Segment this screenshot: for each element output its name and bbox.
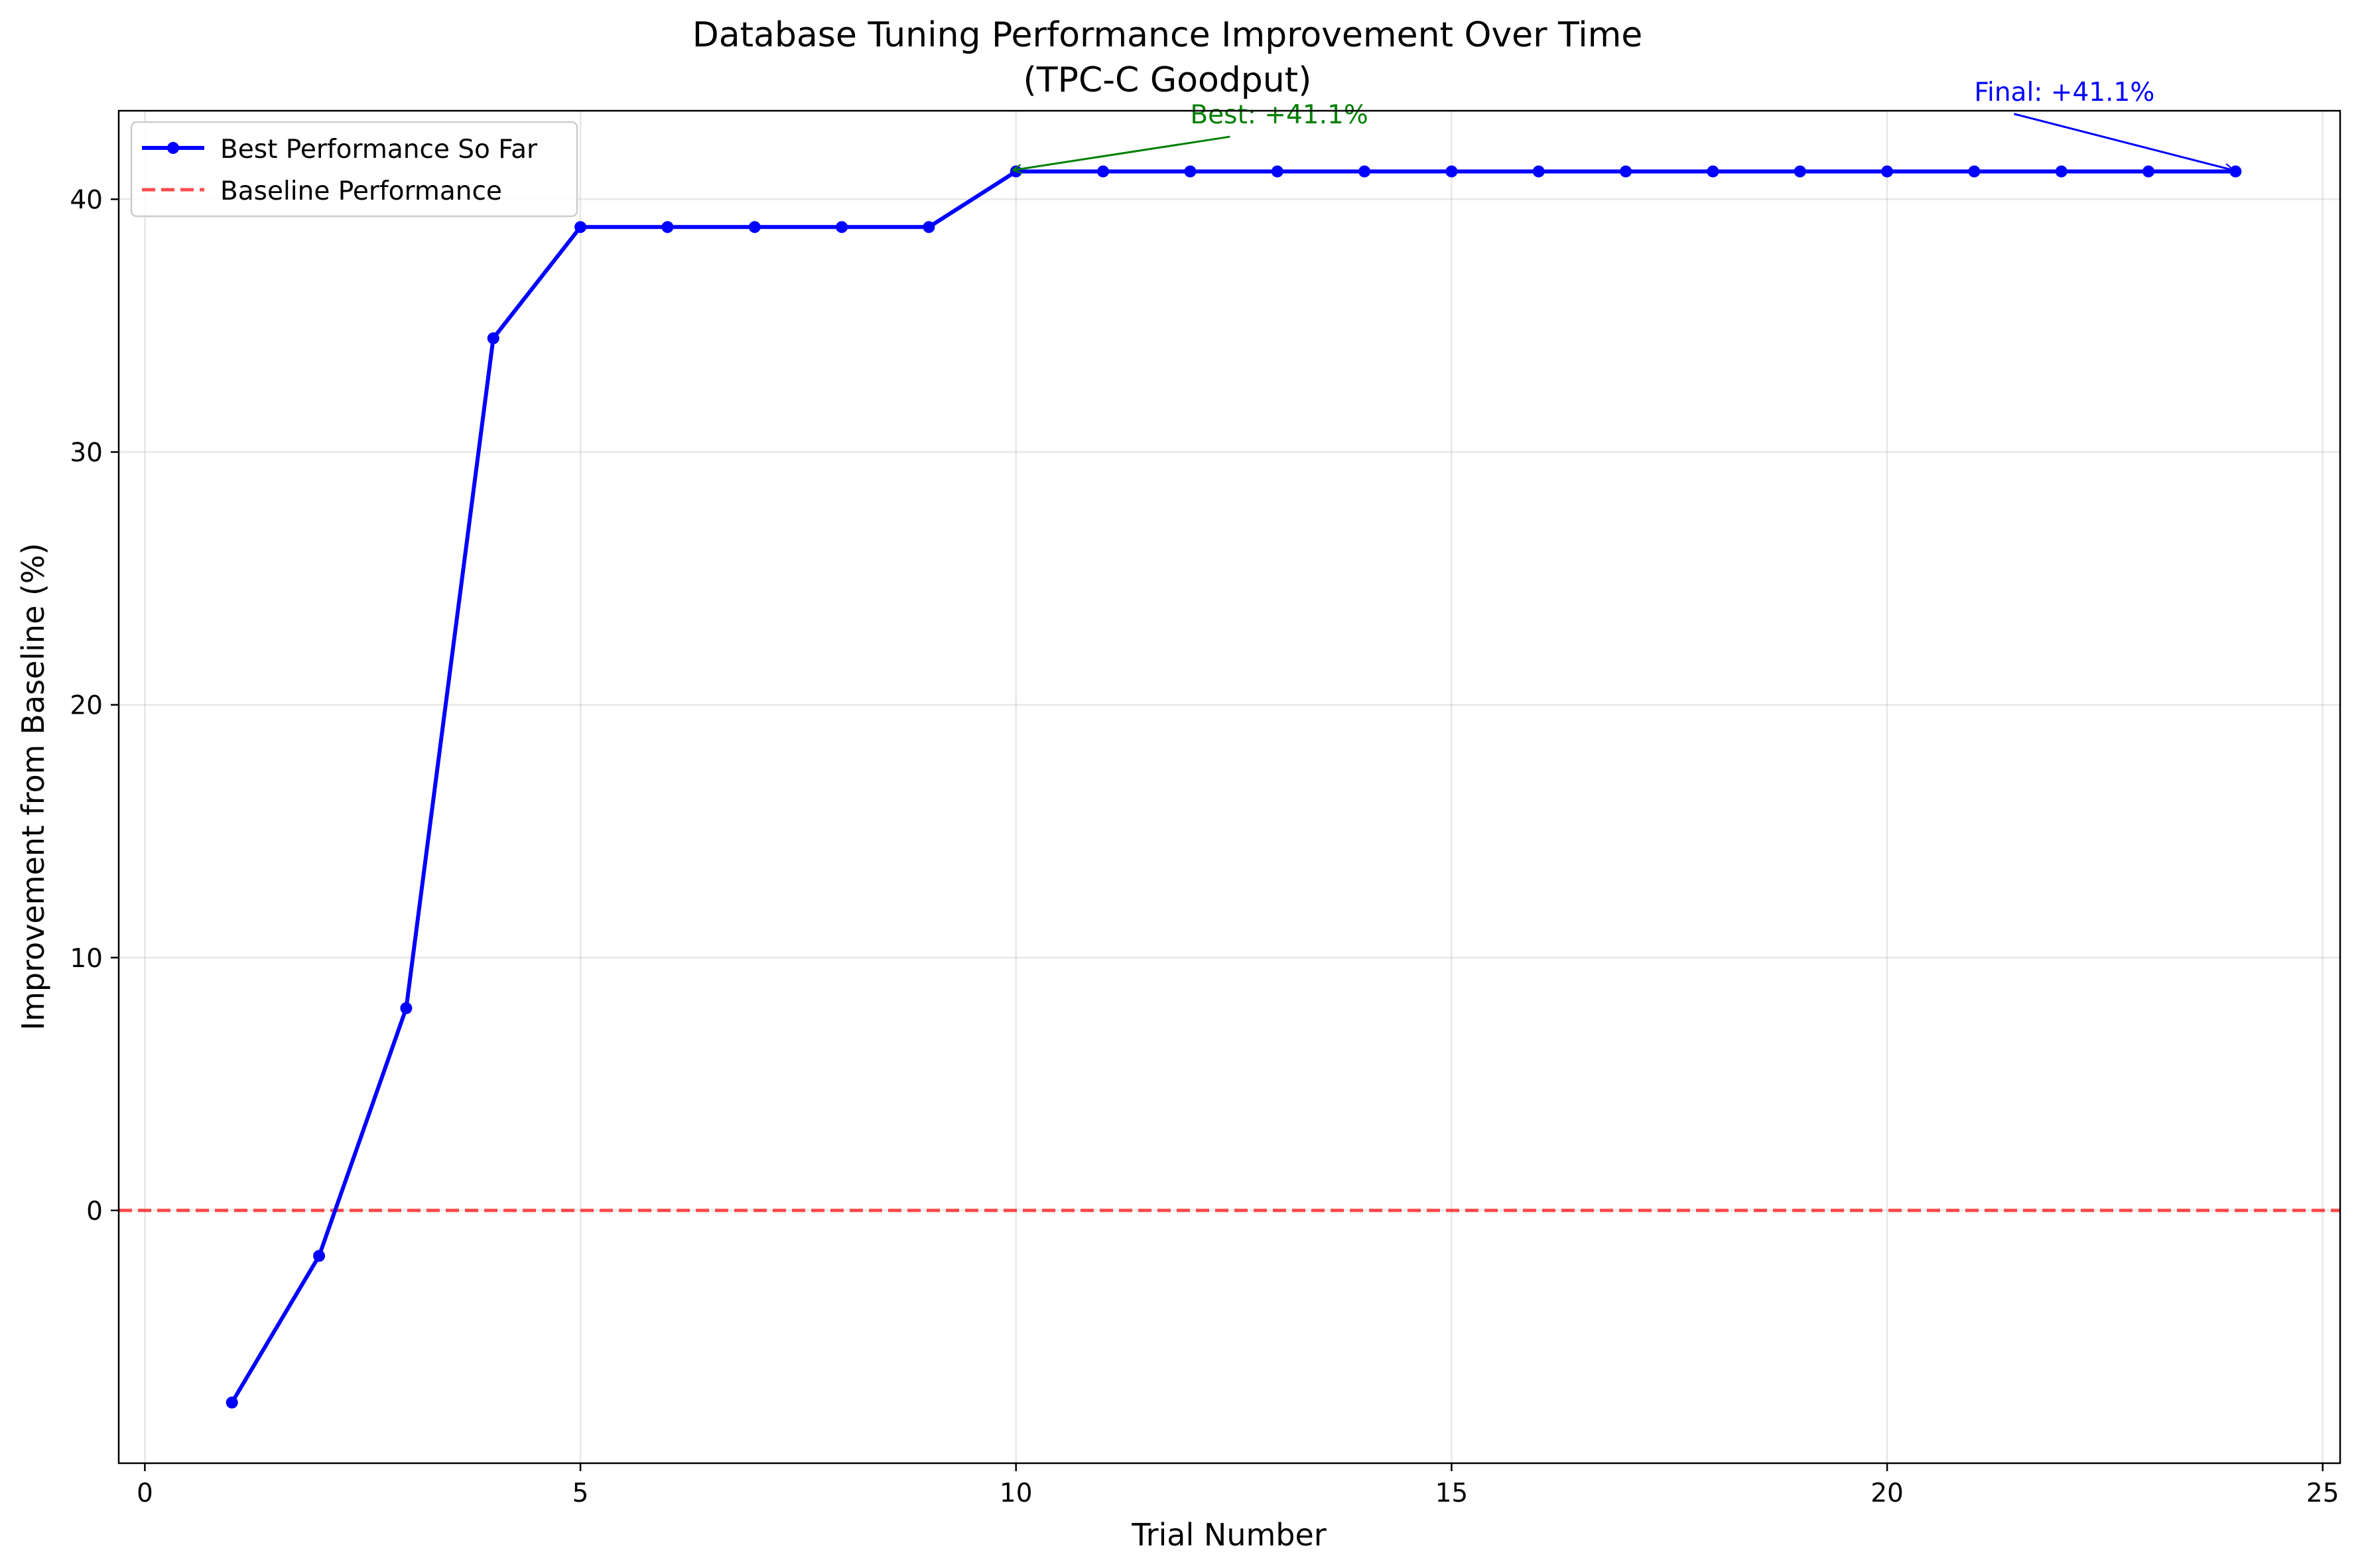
chart-subtitle: (TPC-C Goodput) xyxy=(1023,60,1312,100)
legend-marker-best xyxy=(167,142,179,154)
data-point xyxy=(574,221,587,233)
data-point xyxy=(313,1250,326,1262)
data-point xyxy=(1358,165,1371,178)
y-axis-label: Improvement from Baseline (%) xyxy=(15,543,51,1031)
x-tick-label: 0 xyxy=(137,1478,153,1508)
legend-label-best: Best Performance So Far xyxy=(220,135,538,164)
x-tick-label: 25 xyxy=(2306,1478,2339,1508)
data-point xyxy=(923,221,935,233)
data-point xyxy=(2229,165,2242,178)
data-point xyxy=(487,332,499,345)
legend-frame xyxy=(130,121,578,218)
legend: Best Performance So Far Baseline Perform… xyxy=(130,121,578,218)
y-tick-label: 30 xyxy=(70,438,103,468)
data-point xyxy=(1620,165,1632,178)
y-axis-ticks: 0 10 20 30 40 xyxy=(70,185,119,1226)
data-point xyxy=(1271,165,1283,178)
x-tick-label: 20 xyxy=(1870,1478,1904,1508)
legend-label-baseline: Baseline Performance xyxy=(220,176,502,206)
x-tick-label: 5 xyxy=(572,1478,589,1508)
series-layer xyxy=(226,165,2242,1409)
data-point xyxy=(1445,165,1458,178)
data-point xyxy=(1707,165,1719,178)
y-tick-label: 0 xyxy=(86,1197,103,1226)
x-tick-label: 10 xyxy=(1000,1478,1033,1508)
data-point xyxy=(2055,165,2067,178)
data-point xyxy=(226,1396,238,1409)
data-point xyxy=(748,221,761,233)
data-point xyxy=(836,221,848,233)
data-point xyxy=(400,1002,413,1014)
y-tick-label: 10 xyxy=(70,944,103,974)
chart-title: Database Tuning Performance Improvement … xyxy=(692,15,1643,55)
data-point xyxy=(1968,165,1981,178)
data-point xyxy=(661,221,674,233)
plot-frame xyxy=(117,109,2341,1465)
x-axis-ticks: 0 5 10 15 20 25 xyxy=(137,1463,2339,1508)
y-tick-label: 40 xyxy=(70,185,103,215)
x-tick-label: 15 xyxy=(1435,1478,1469,1508)
data-point xyxy=(1794,165,1806,178)
x-axis-label: Trial Number xyxy=(1131,1517,1326,1553)
data-point xyxy=(1881,165,1894,178)
data-point xyxy=(1184,165,1197,178)
data-point xyxy=(1010,165,1022,178)
y-tick-label: 20 xyxy=(70,691,103,721)
annotation-arrow xyxy=(2014,113,2233,170)
data-point xyxy=(1097,165,1110,178)
annotation-label: Final: +41.1% xyxy=(1974,78,2154,107)
data-point xyxy=(1532,165,1545,178)
data-point xyxy=(2142,165,2155,178)
annotation-layer: Best: +41.1% Final: +41.1% xyxy=(1014,78,2233,170)
annotation-label: Best: +41.1% xyxy=(1190,100,1368,130)
series-line xyxy=(230,169,2238,1405)
annotation-arrow xyxy=(1014,135,1230,170)
